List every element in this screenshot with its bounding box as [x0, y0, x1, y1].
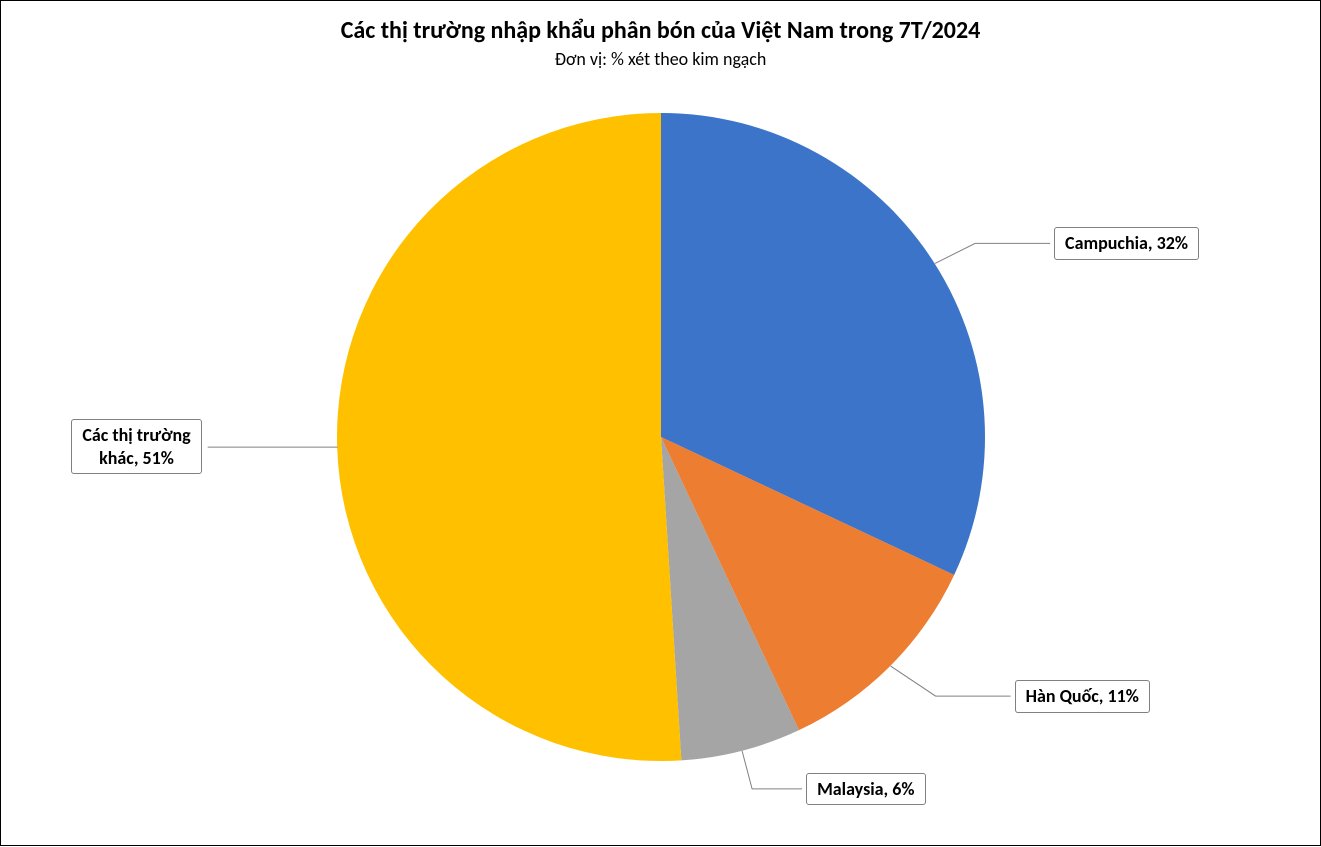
- data-label-malaysia: Malaysia, 6%: [806, 773, 925, 806]
- data-label-hanquoc: Hàn Quốc, 11%: [1015, 680, 1150, 713]
- data-label-khac: Các thị trường khác, 51%: [71, 419, 201, 474]
- chart-container: Các thị trường nhập khẩu phân bón của Vi…: [0, 0, 1321, 846]
- data-label-campuchia: Campuchia, 32%: [1054, 227, 1199, 260]
